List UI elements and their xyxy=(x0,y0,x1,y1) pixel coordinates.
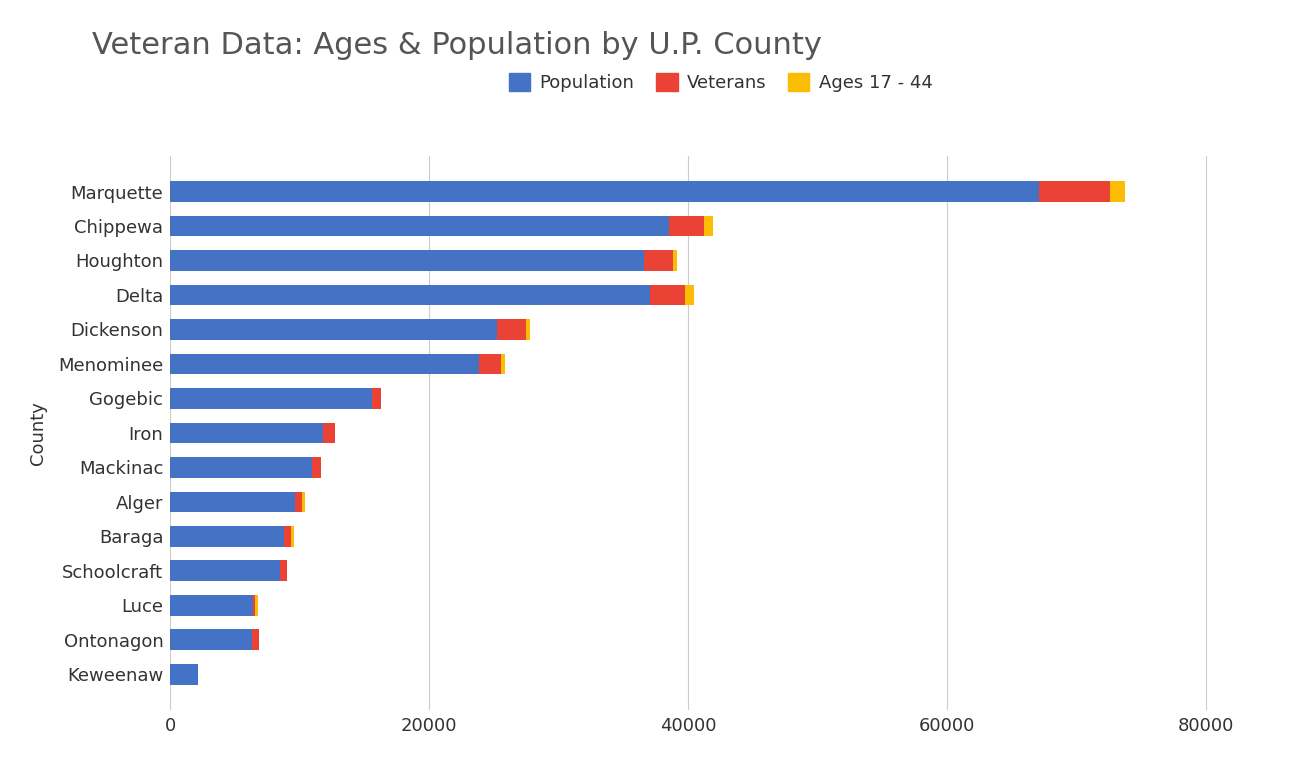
Bar xyxy=(324,423,335,443)
Bar xyxy=(170,423,324,443)
Bar xyxy=(170,595,253,615)
Bar xyxy=(170,664,198,685)
Bar xyxy=(372,388,381,409)
Bar xyxy=(1110,181,1125,202)
Bar xyxy=(673,250,677,271)
Bar xyxy=(255,595,258,615)
Bar xyxy=(303,491,305,512)
Bar xyxy=(170,629,253,651)
Bar xyxy=(280,561,287,581)
Bar xyxy=(291,526,293,547)
Legend: Population, Veterans, Ages 17 - 44: Population, Veterans, Ages 17 - 44 xyxy=(502,66,939,99)
Bar xyxy=(170,285,650,305)
Bar xyxy=(170,526,283,547)
Bar xyxy=(170,250,645,271)
Bar xyxy=(283,526,291,547)
Bar xyxy=(479,353,502,374)
Bar xyxy=(253,629,258,651)
Bar xyxy=(170,491,295,512)
Bar xyxy=(1039,181,1110,202)
Bar xyxy=(170,215,669,236)
Bar xyxy=(498,319,525,340)
Bar xyxy=(295,491,303,512)
Bar xyxy=(253,595,255,615)
Bar xyxy=(645,250,673,271)
Text: Veteran Data: Ages & Population by U.P. County: Veteran Data: Ages & Population by U.P. … xyxy=(92,31,821,60)
Bar xyxy=(525,319,529,340)
Bar xyxy=(170,561,280,581)
Bar xyxy=(669,215,705,236)
Bar xyxy=(170,181,1039,202)
Bar xyxy=(685,285,694,305)
Y-axis label: County: County xyxy=(29,401,47,465)
Bar xyxy=(170,319,498,340)
Bar xyxy=(170,353,479,374)
Bar xyxy=(170,388,372,409)
Bar xyxy=(312,457,321,477)
Bar xyxy=(705,215,713,236)
Bar xyxy=(170,457,312,477)
Bar xyxy=(650,285,685,305)
Bar xyxy=(502,353,506,374)
